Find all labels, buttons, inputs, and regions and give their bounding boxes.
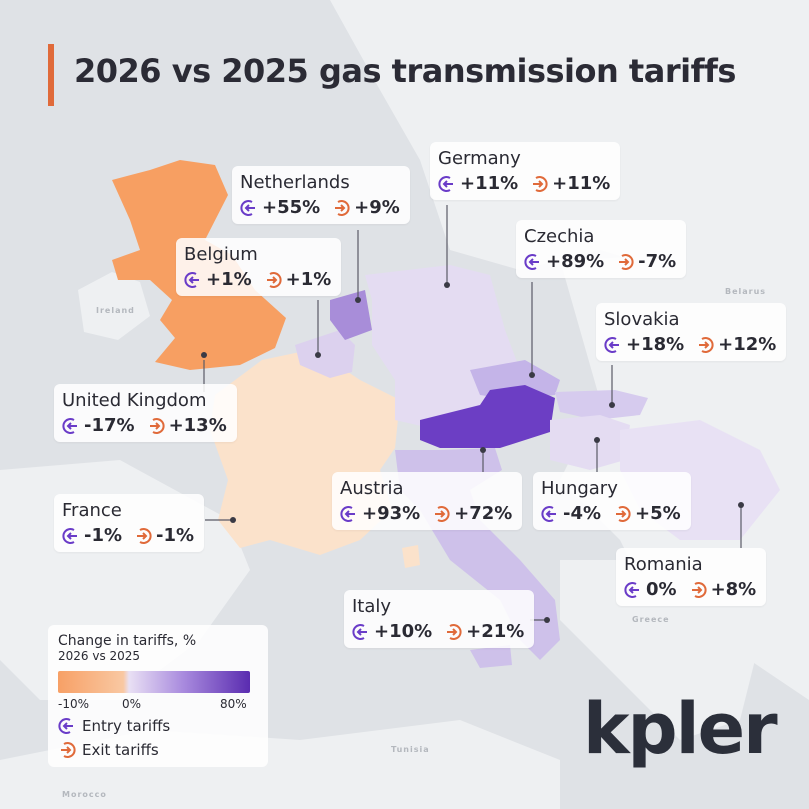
entry-value: +10% xyxy=(352,621,432,642)
country-name: Germany xyxy=(438,148,521,169)
entry-icon xyxy=(524,253,539,270)
country-hungary xyxy=(550,415,630,470)
legend-title: Change in tariffs, % xyxy=(58,633,197,649)
entry-icon xyxy=(624,581,639,598)
label-slovakia: Slovakia +18% +12% xyxy=(596,303,787,361)
exit-icon xyxy=(619,253,634,270)
exit-value: -1% xyxy=(134,525,194,546)
exit-value: +9% xyxy=(332,197,400,218)
connector-dots xyxy=(201,282,744,623)
exit-icon xyxy=(435,505,450,522)
entry-value: +18% xyxy=(604,334,684,355)
island-sardinia xyxy=(402,545,420,568)
entry-value: +55% xyxy=(240,197,320,218)
entry-icon xyxy=(438,175,453,192)
land-ireland xyxy=(78,272,150,340)
exit-value: -7% xyxy=(616,251,676,272)
exit-icon xyxy=(533,175,548,192)
label-austria: Austria +93% +72% xyxy=(332,472,523,530)
entry-icon xyxy=(604,336,619,353)
label-hungary: Hungary -4% +5% xyxy=(533,472,691,530)
entry-value: -4% xyxy=(541,503,601,524)
title-accent-bar xyxy=(48,44,54,106)
entry-value: -17% xyxy=(62,415,135,436)
entry-icon xyxy=(62,527,77,544)
map-label-ireland: Ireland xyxy=(96,306,135,315)
entry-value: +93% xyxy=(340,503,420,524)
island-sicily xyxy=(470,645,512,668)
country-name: Belgium xyxy=(184,244,258,265)
entry-icon xyxy=(58,718,73,734)
entry-value: 0% xyxy=(624,579,677,600)
entry-icon xyxy=(240,199,255,216)
country-netherlands xyxy=(330,290,372,340)
exit-icon xyxy=(61,742,76,758)
legend-tick: -10% xyxy=(58,697,90,711)
page-title: 2026 vs 2025 gas transmission tariffs xyxy=(74,52,736,90)
legend: Change in tariffs, % 2026 vs 2025 -10% 0… xyxy=(48,625,268,767)
legend-tick: 80% xyxy=(220,697,247,711)
entry-icon xyxy=(62,417,77,434)
country-name: Slovakia xyxy=(604,309,680,330)
entry-icon xyxy=(352,623,367,640)
legend-subtitle: 2026 vs 2025 xyxy=(58,649,141,663)
label-united-kingdom: United Kingdom -17% +13% xyxy=(54,384,237,442)
label-czechia: Czechia +89% -7% xyxy=(516,220,687,278)
exit-value: +21% xyxy=(444,621,524,642)
exit-value: +1% xyxy=(264,269,331,290)
exit-icon xyxy=(447,623,462,640)
exit-icon xyxy=(335,199,350,216)
country-name: United Kingdom xyxy=(62,390,207,411)
exit-value: +13% xyxy=(147,415,227,436)
label-netherlands: Netherlands +55% +9% xyxy=(232,166,410,224)
entry-value: +1% xyxy=(184,269,252,290)
label-belgium: Belgium +1% +1% xyxy=(176,238,342,296)
label-france: France -1% -1% xyxy=(54,494,205,552)
exit-value: +72% xyxy=(432,503,512,524)
connector-lines xyxy=(203,205,742,621)
country-name: Netherlands xyxy=(240,172,350,193)
kpler-logo: kpler xyxy=(583,688,778,770)
map-label-belarus: Belarus xyxy=(725,287,766,296)
country-name: France xyxy=(62,500,122,521)
exit-value: +11% xyxy=(530,173,610,194)
exit-icon xyxy=(616,505,631,522)
entry-icon xyxy=(340,505,355,522)
label-germany: Germany +11% +11% xyxy=(430,142,621,200)
country-name: Romania xyxy=(624,554,703,575)
map-label-morocco: Morocco xyxy=(62,790,107,799)
exit-icon xyxy=(691,581,707,598)
exit-icon xyxy=(266,271,282,288)
legend-ticks: -10% 0% 80% xyxy=(58,693,258,711)
country-name: Czechia xyxy=(524,226,595,247)
exit-icon xyxy=(149,417,165,434)
country-austria xyxy=(420,385,555,448)
label-italy: Italy +10% +21% xyxy=(344,590,535,648)
legend-color-scale xyxy=(58,671,250,693)
map-label-tunisia: Tunisia xyxy=(391,745,430,754)
country-name: Italy xyxy=(352,596,392,617)
exit-value: +5% xyxy=(613,503,681,524)
entry-value: +11% xyxy=(438,173,518,194)
country-name: Austria xyxy=(340,478,404,499)
country-name: Hungary xyxy=(541,478,618,499)
exit-value: +12% xyxy=(696,334,776,355)
entry-icon xyxy=(541,505,556,522)
entry-icon xyxy=(184,271,199,288)
exit-icon xyxy=(699,336,714,353)
entry-value: +89% xyxy=(524,251,604,272)
country-slovakia xyxy=(555,390,648,420)
country-belgium xyxy=(295,330,355,378)
legend-exit-item: Exit tariffs xyxy=(58,741,258,759)
legend-entry-item: Entry tariffs xyxy=(58,717,258,735)
map-label-greece: Greece xyxy=(632,615,670,624)
entry-value: -1% xyxy=(62,525,122,546)
legend-tick: 0% xyxy=(122,697,142,711)
exit-icon xyxy=(137,527,152,544)
exit-value: +8% xyxy=(689,579,756,600)
label-romania: Romania 0% +8% xyxy=(616,548,767,606)
